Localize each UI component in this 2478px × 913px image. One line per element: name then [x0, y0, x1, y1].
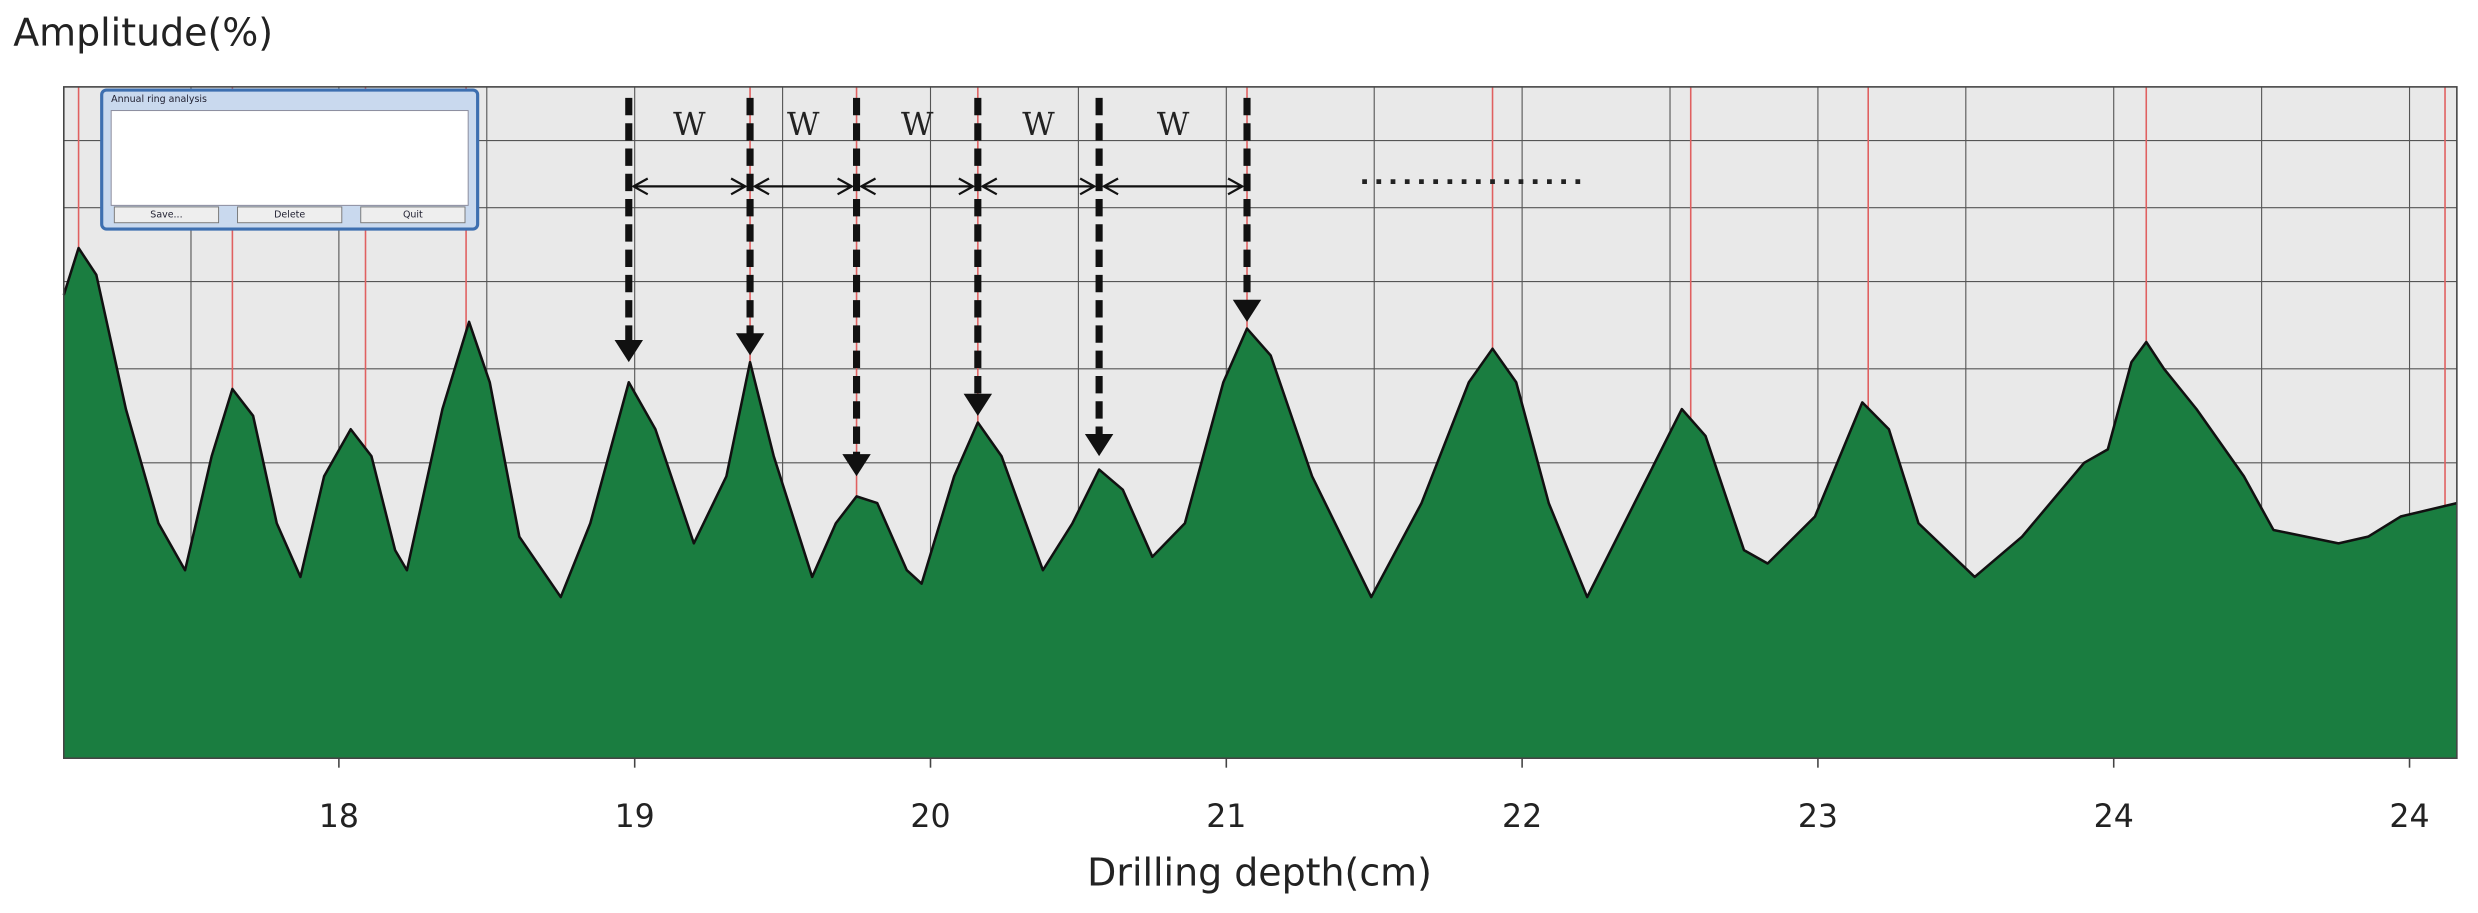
span-arrowhead — [1101, 177, 1245, 196]
x-tick-label: 22 — [1502, 799, 1542, 835]
span-arrowhead — [752, 177, 855, 196]
button[interactable] — [360, 206, 466, 224]
dialog-body — [110, 110, 469, 206]
x-tick-label: 21 — [1206, 799, 1246, 835]
marker-arrowhead — [963, 393, 993, 416]
button[interactable] — [237, 206, 343, 224]
series — [62, 246, 2458, 759]
marker-arrowhead — [842, 454, 871, 477]
x-tick-label: 20 — [910, 799, 950, 835]
button[interactable] — [113, 206, 220, 224]
span-arrowhead — [859, 177, 976, 196]
x-tick-label: 24 — [2094, 799, 2134, 835]
plot-frame — [62, 86, 2458, 759]
span-label: W — [1157, 107, 1190, 143]
marker-arrowhead — [614, 340, 643, 363]
dialog-title: Annual ring analysis — [111, 94, 207, 105]
marker-arrowhead — [735, 333, 765, 356]
x-tick-label: 19 — [615, 799, 655, 835]
button-label[interactable]: Delete — [274, 209, 305, 220]
x-axis-title: Drilling depth(cm) — [1087, 851, 1432, 895]
span-label: W — [673, 107, 706, 143]
x-tick-label: 24 — [2389, 799, 2429, 835]
x-tick-label: 23 — [1798, 799, 1838, 835]
marker-arrowhead — [1084, 433, 1114, 457]
dialog: Annual ring analysis Save... Delete Quit — [100, 88, 480, 231]
span-label: W — [787, 107, 820, 143]
button-label[interactable]: Save... — [150, 209, 182, 220]
y-axis-title: Amplitude(%) — [13, 10, 273, 54]
span-label: W — [1022, 107, 1055, 143]
area-outline — [62, 246, 2458, 599]
span-arrowhead — [980, 177, 1097, 196]
button-label[interactable]: Quit — [403, 209, 423, 220]
span-arrowhead — [631, 177, 748, 196]
x-tick-label: 18 — [319, 799, 359, 835]
span-label: W — [901, 107, 934, 143]
area — [63, 247, 2457, 759]
marker-arrowhead — [1232, 299, 1262, 322]
